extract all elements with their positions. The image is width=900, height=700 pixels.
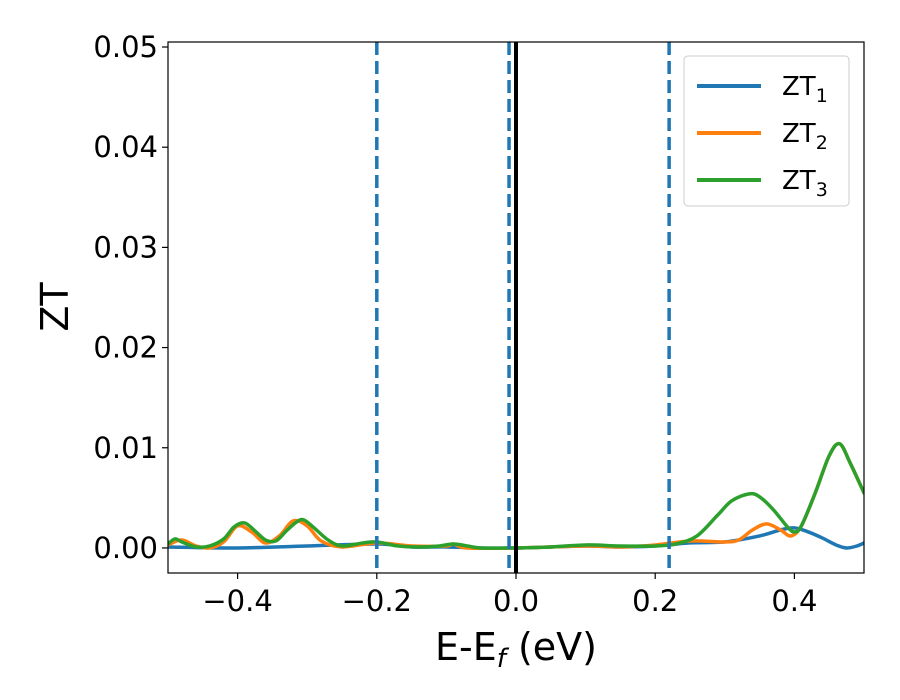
series-line-zt2 [168,441,864,551]
y-tick-label: 0.01 [93,431,158,465]
x-tick-label: 0.4 [771,584,817,618]
y-tick-label: 0.02 [93,331,158,365]
legend-label-zt3: ZT3 [782,166,828,201]
y-tick-label: 0.03 [93,230,158,264]
x-tick-label: 0.0 [493,584,539,618]
legend-label-zt2: ZT2 [782,119,828,154]
x-tick-label: −0.4 [202,584,272,618]
series-line-zt3 [168,441,864,550]
y-tick-label: 0.05 [93,30,158,64]
y-tick-label: 0.04 [93,130,158,164]
x-axis-label: E-Ef (eV) [435,625,597,674]
x-tick-label: 0.2 [632,584,678,618]
legend-box [683,55,850,207]
y-tick-label: 0.00 [93,531,158,565]
x-tick-label: −0.2 [342,584,412,618]
y-axis-label: ZT [33,282,77,332]
legend-label-zt1: ZT1 [782,72,828,107]
legend: ZT1 ZT2 ZT3 [683,55,850,207]
